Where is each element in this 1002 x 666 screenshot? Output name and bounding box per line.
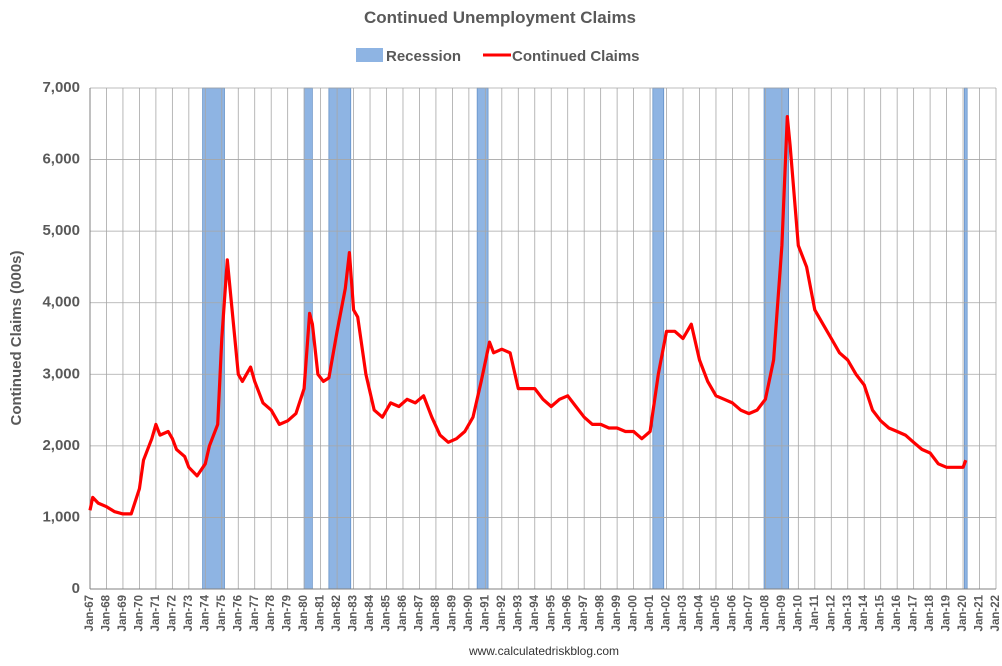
x-tick-label: Jan-88: [430, 594, 442, 631]
x-tick-label: Jan-94: [529, 594, 541, 631]
x-tick-label: Jan-76: [232, 595, 244, 631]
x-tick-label: Jan-10: [792, 595, 804, 631]
x-tick-label: Jan-12: [825, 595, 837, 631]
x-tick-label: Jan-79: [282, 595, 294, 631]
x-tick-label: Jan-22: [990, 595, 1002, 631]
x-tick-label: Jan-72: [166, 595, 178, 631]
x-tick-label: Jan-00: [628, 595, 640, 631]
x-tick-label: Jan-75: [216, 594, 228, 631]
x-tick-label: Jan-71: [150, 594, 162, 631]
recession-bar: [476, 87, 489, 590]
x-tick-label: Jan-69: [117, 595, 129, 631]
plot: [89, 87, 997, 590]
recession-bar: [328, 87, 352, 590]
y-tick-label: 3,000: [42, 365, 80, 382]
x-tick-label: Jan-77: [249, 595, 261, 631]
legend-label: Continued Claims: [512, 48, 640, 65]
x-tick-label: Jan-91: [479, 594, 491, 631]
x-tick-label: Jan-07: [743, 595, 755, 631]
x-tick-label: Jan-82: [331, 595, 343, 631]
y-tick-label: 5,000: [42, 222, 80, 239]
x-tick-label: Jan-81: [315, 594, 327, 631]
x-tick-label: Jan-19: [941, 595, 953, 631]
x-tick-label: Jan-92: [496, 595, 508, 631]
recession-bar: [964, 87, 968, 590]
x-tick-label: Jan-21: [974, 594, 986, 631]
x-tick-label: Jan-73: [183, 595, 195, 631]
y-tick-label: 0: [72, 580, 80, 597]
legend-label: Recession: [386, 48, 461, 65]
x-tick-label: Jan-15: [875, 594, 887, 631]
x-tick-label: Jan-96: [562, 595, 574, 631]
x-tick-label: Jan-98: [595, 594, 607, 631]
x-tick-label: Jan-16: [891, 595, 903, 631]
legend-swatch: [356, 48, 383, 62]
x-tick-label: Jan-67: [84, 595, 96, 631]
x-tick-label: Jan-08: [759, 594, 771, 631]
data-line: [88, 115, 968, 516]
y-axis-label: Continued Claims (000s): [8, 250, 25, 425]
x-tick-label: Jan-80: [298, 595, 310, 631]
x-tick-label: Jan-78: [265, 594, 277, 631]
x-tick-label: Jan-03: [677, 595, 689, 631]
x-tick-label: Jan-89: [446, 595, 458, 631]
x-tick-label: Jan-01: [644, 594, 656, 631]
y-tick-label: 4,000: [42, 294, 80, 311]
x-tick-label: Jan-04: [694, 594, 706, 631]
legend: Recession Continued Claims: [356, 48, 640, 65]
x-tick-label: Jan-11: [809, 594, 821, 630]
y-tick-label: 2,000: [42, 437, 80, 454]
x-tick-label: Jan-18: [924, 594, 936, 631]
x-tick-label: Jan-93: [512, 595, 524, 631]
x-tick-label: Jan-06: [726, 595, 738, 631]
y-tick-label: 1,000: [42, 508, 80, 525]
x-tick-label: Jan-20: [957, 595, 969, 631]
x-tick-label: Jan-14: [858, 594, 870, 631]
y-tick-label: 7,000: [42, 79, 80, 96]
x-tick-label: Jan-05: [710, 594, 722, 631]
x-tick-label: Jan-74: [199, 594, 211, 631]
x-tick-label: Jan-02: [661, 595, 673, 631]
x-tick-label: Jan-84: [364, 594, 376, 631]
x-tick-label: Jan-83: [348, 595, 360, 631]
x-tick-label: Jan-87: [413, 595, 425, 631]
x-tick-label: Jan-99: [611, 595, 623, 631]
x-tick-label: Jan-70: [133, 595, 145, 631]
x-tick-label: Jan-09: [776, 595, 788, 631]
x-tick-label: Jan-97: [578, 595, 590, 631]
recession-bar: [652, 87, 665, 590]
x-tick-label: Jan-95: [545, 594, 557, 631]
x-tick-label: Jan-86: [397, 595, 409, 631]
source: www.calculatedriskblog.com: [468, 644, 619, 658]
chart-title: Continued Unemployment Claims: [364, 8, 636, 27]
x-tick-label: Jan-68: [101, 594, 113, 631]
x-tick-label: Jan-85: [381, 594, 393, 631]
x-tick-label: Jan-17: [908, 595, 920, 631]
y-tick-label: 6,000: [42, 151, 80, 168]
x-tick-label: Jan-90: [463, 595, 475, 631]
x-tick-label: Jan-13: [842, 595, 854, 631]
